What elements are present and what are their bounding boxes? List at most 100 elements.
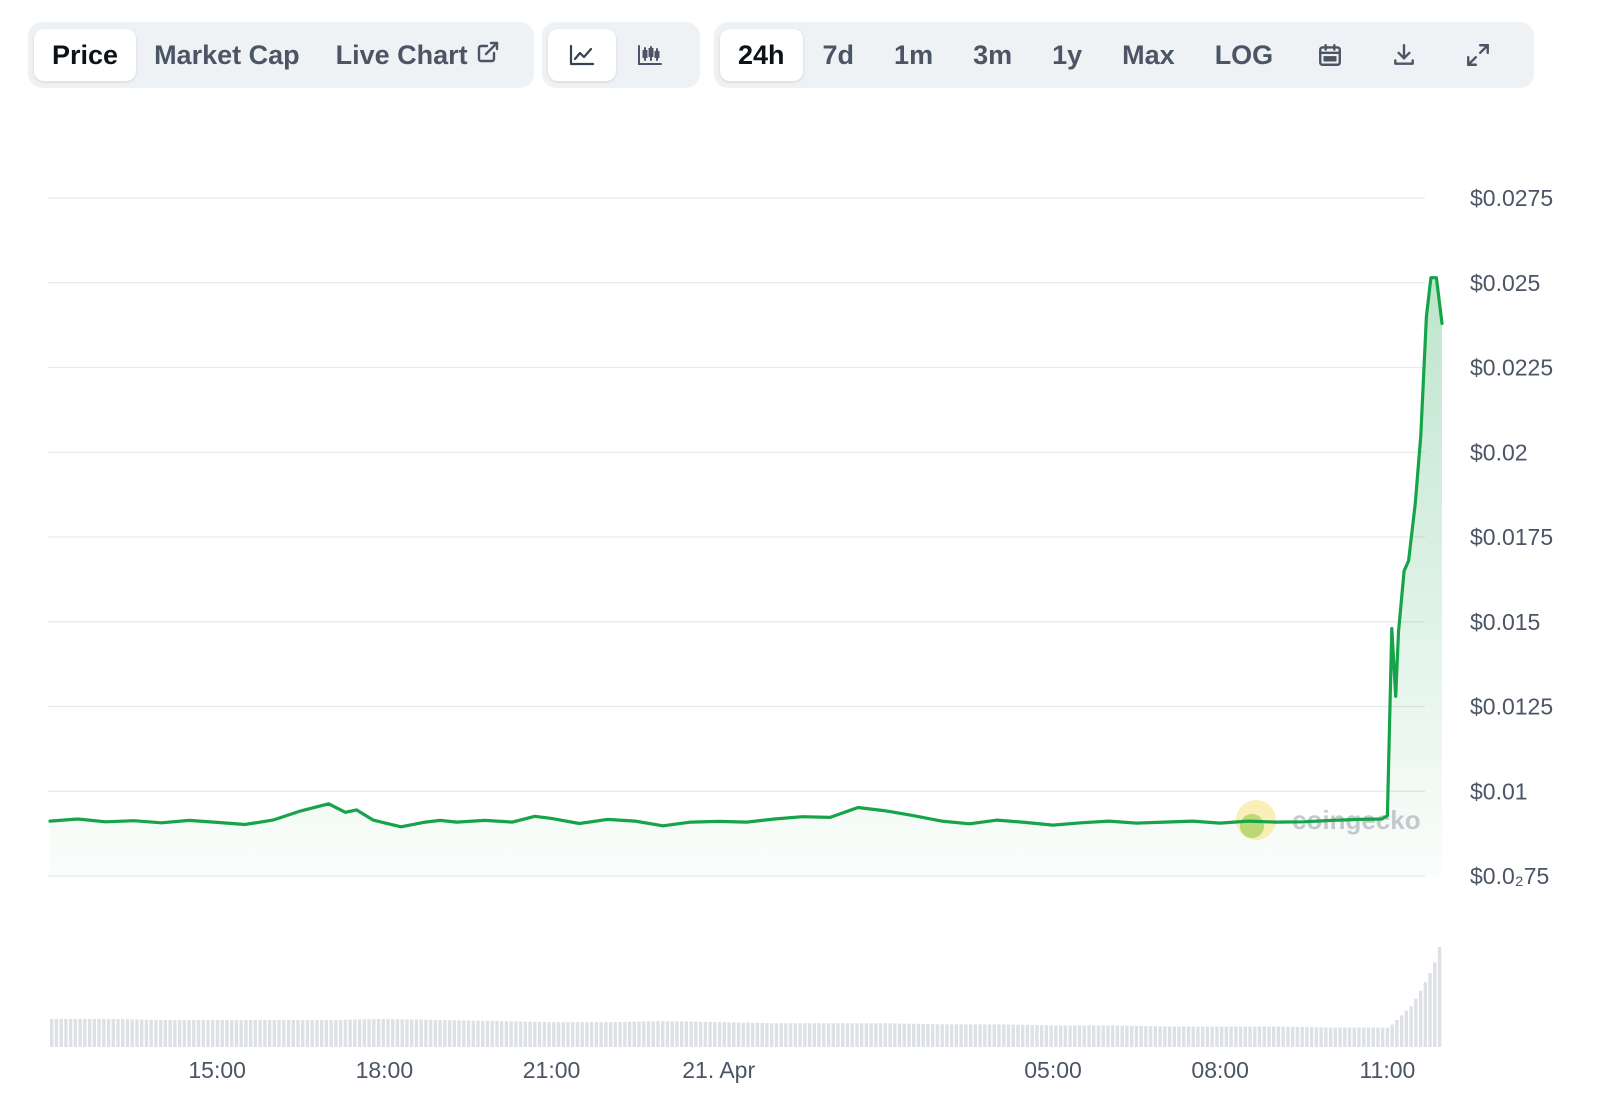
y-tick-label: $0.0₂75 (1470, 863, 1549, 889)
volume-bar (746, 1022, 750, 1047)
x-tick-label: 21:00 (523, 1057, 581, 1083)
volume-bar (1295, 1026, 1300, 1047)
volume-bar (1305, 1027, 1309, 1047)
volume-bar (499, 1021, 504, 1047)
volume-bar (926, 1024, 930, 1047)
volume-bar (163, 1020, 168, 1047)
volume-bar (234, 1020, 239, 1047)
volume-bar (225, 1020, 229, 1047)
volume-bar (206, 1020, 210, 1047)
volume-bar (504, 1021, 509, 1047)
x-tick-label: 11:00 (1359, 1057, 1415, 1083)
tab-market-cap[interactable]: Market Cap (154, 39, 300, 70)
volume-bar (87, 1018, 92, 1047)
tab-live-chart[interactable]: Live Chart (318, 29, 518, 81)
volume-bar (490, 1020, 494, 1047)
x-tick-label: 18:00 (356, 1057, 414, 1083)
volume-bar (916, 1023, 921, 1047)
volume-bar (1234, 1026, 1238, 1047)
volume-bar (1423, 982, 1428, 1047)
volume-bar (987, 1024, 992, 1047)
volume-bar (1319, 1027, 1323, 1047)
volume-bar (1073, 1025, 1077, 1047)
volume-bar (1328, 1027, 1333, 1047)
volume-bar (1110, 1025, 1115, 1047)
volume-bar (343, 1019, 348, 1047)
range-1y[interactable]: 1y (1052, 39, 1083, 70)
volume-bar (1096, 1025, 1101, 1047)
volume-bar (940, 1024, 944, 1047)
volume-bar (1267, 1026, 1271, 1047)
range-24h[interactable]: 24h (720, 29, 803, 81)
tab-price[interactable]: Price (34, 29, 137, 81)
volume-bar (391, 1019, 395, 1047)
fullscreen-button[interactable] (1441, 29, 1515, 81)
volume-bar (125, 1019, 130, 1047)
volume-bar (599, 1022, 603, 1047)
volume-bar (457, 1020, 461, 1047)
volume-bar (386, 1018, 390, 1047)
candlestick-chart-button[interactable] (616, 29, 684, 81)
volume-bar (1087, 1025, 1091, 1047)
download-button[interactable] (1367, 29, 1441, 81)
volume-bar (334, 1019, 338, 1047)
volume-bar (1054, 1025, 1058, 1047)
volume-bar (665, 1021, 670, 1047)
volume-bar (1144, 1026, 1148, 1047)
volume-bar (736, 1022, 741, 1047)
y-tick-label: $0.0175 (1470, 524, 1553, 550)
volume-bar (822, 1023, 826, 1047)
range-1m[interactable]: 1m (894, 39, 934, 70)
volume-bar (1205, 1026, 1210, 1047)
volume-bar (935, 1024, 940, 1047)
volume-bar (1385, 1027, 1390, 1047)
volume-bar (1257, 1026, 1262, 1047)
volume-bar (381, 1018, 385, 1047)
range-7d[interactable]: 7d (822, 39, 855, 70)
volume-bar (211, 1020, 215, 1047)
volume-bar (585, 1022, 589, 1047)
range-max[interactable]: Max (1122, 39, 1175, 70)
volume-bar (409, 1019, 414, 1047)
volume-bar (1371, 1027, 1375, 1047)
volume-bar (177, 1020, 182, 1047)
log-scale-toggle[interactable]: LOG (1214, 39, 1274, 70)
volume-bar (144, 1019, 149, 1047)
volume-bar (1039, 1025, 1044, 1047)
volume-bar (1210, 1026, 1214, 1047)
volume-bar (220, 1020, 224, 1047)
volume-bar (348, 1019, 352, 1047)
volume-bar (1314, 1027, 1319, 1047)
volume-bar (883, 1023, 888, 1047)
volume-bar (239, 1020, 243, 1047)
range-3m[interactable]: 3m (973, 39, 1013, 70)
line-chart-button[interactable] (548, 29, 616, 81)
volume-bar (637, 1021, 641, 1047)
volume-bar (182, 1020, 187, 1047)
volume-bar (253, 1020, 258, 1047)
date-range-button[interactable] (1293, 29, 1367, 81)
volume-bar (1219, 1026, 1224, 1047)
volume-bar (1011, 1024, 1015, 1047)
volume-bar (949, 1024, 954, 1047)
volume-bar (1418, 990, 1423, 1047)
volume-bar (73, 1018, 78, 1047)
volume-bar (215, 1020, 220, 1047)
volume-bar (755, 1022, 760, 1047)
volume-bar (1092, 1025, 1096, 1047)
volume-bar (1343, 1027, 1347, 1047)
volume-bar (1177, 1026, 1181, 1047)
volume-bar (64, 1018, 68, 1047)
volume-bar (533, 1021, 537, 1047)
volume-bar (1338, 1027, 1342, 1047)
volume-bar (627, 1021, 632, 1047)
volume-bar (443, 1020, 447, 1047)
volume-bar (1002, 1024, 1006, 1047)
volume-bar (244, 1020, 248, 1047)
volume-bar (575, 1022, 580, 1047)
volume-bar (1016, 1024, 1020, 1047)
volume-bar (1044, 1025, 1049, 1047)
volume-bar (452, 1020, 457, 1047)
volume-bar (187, 1020, 191, 1047)
